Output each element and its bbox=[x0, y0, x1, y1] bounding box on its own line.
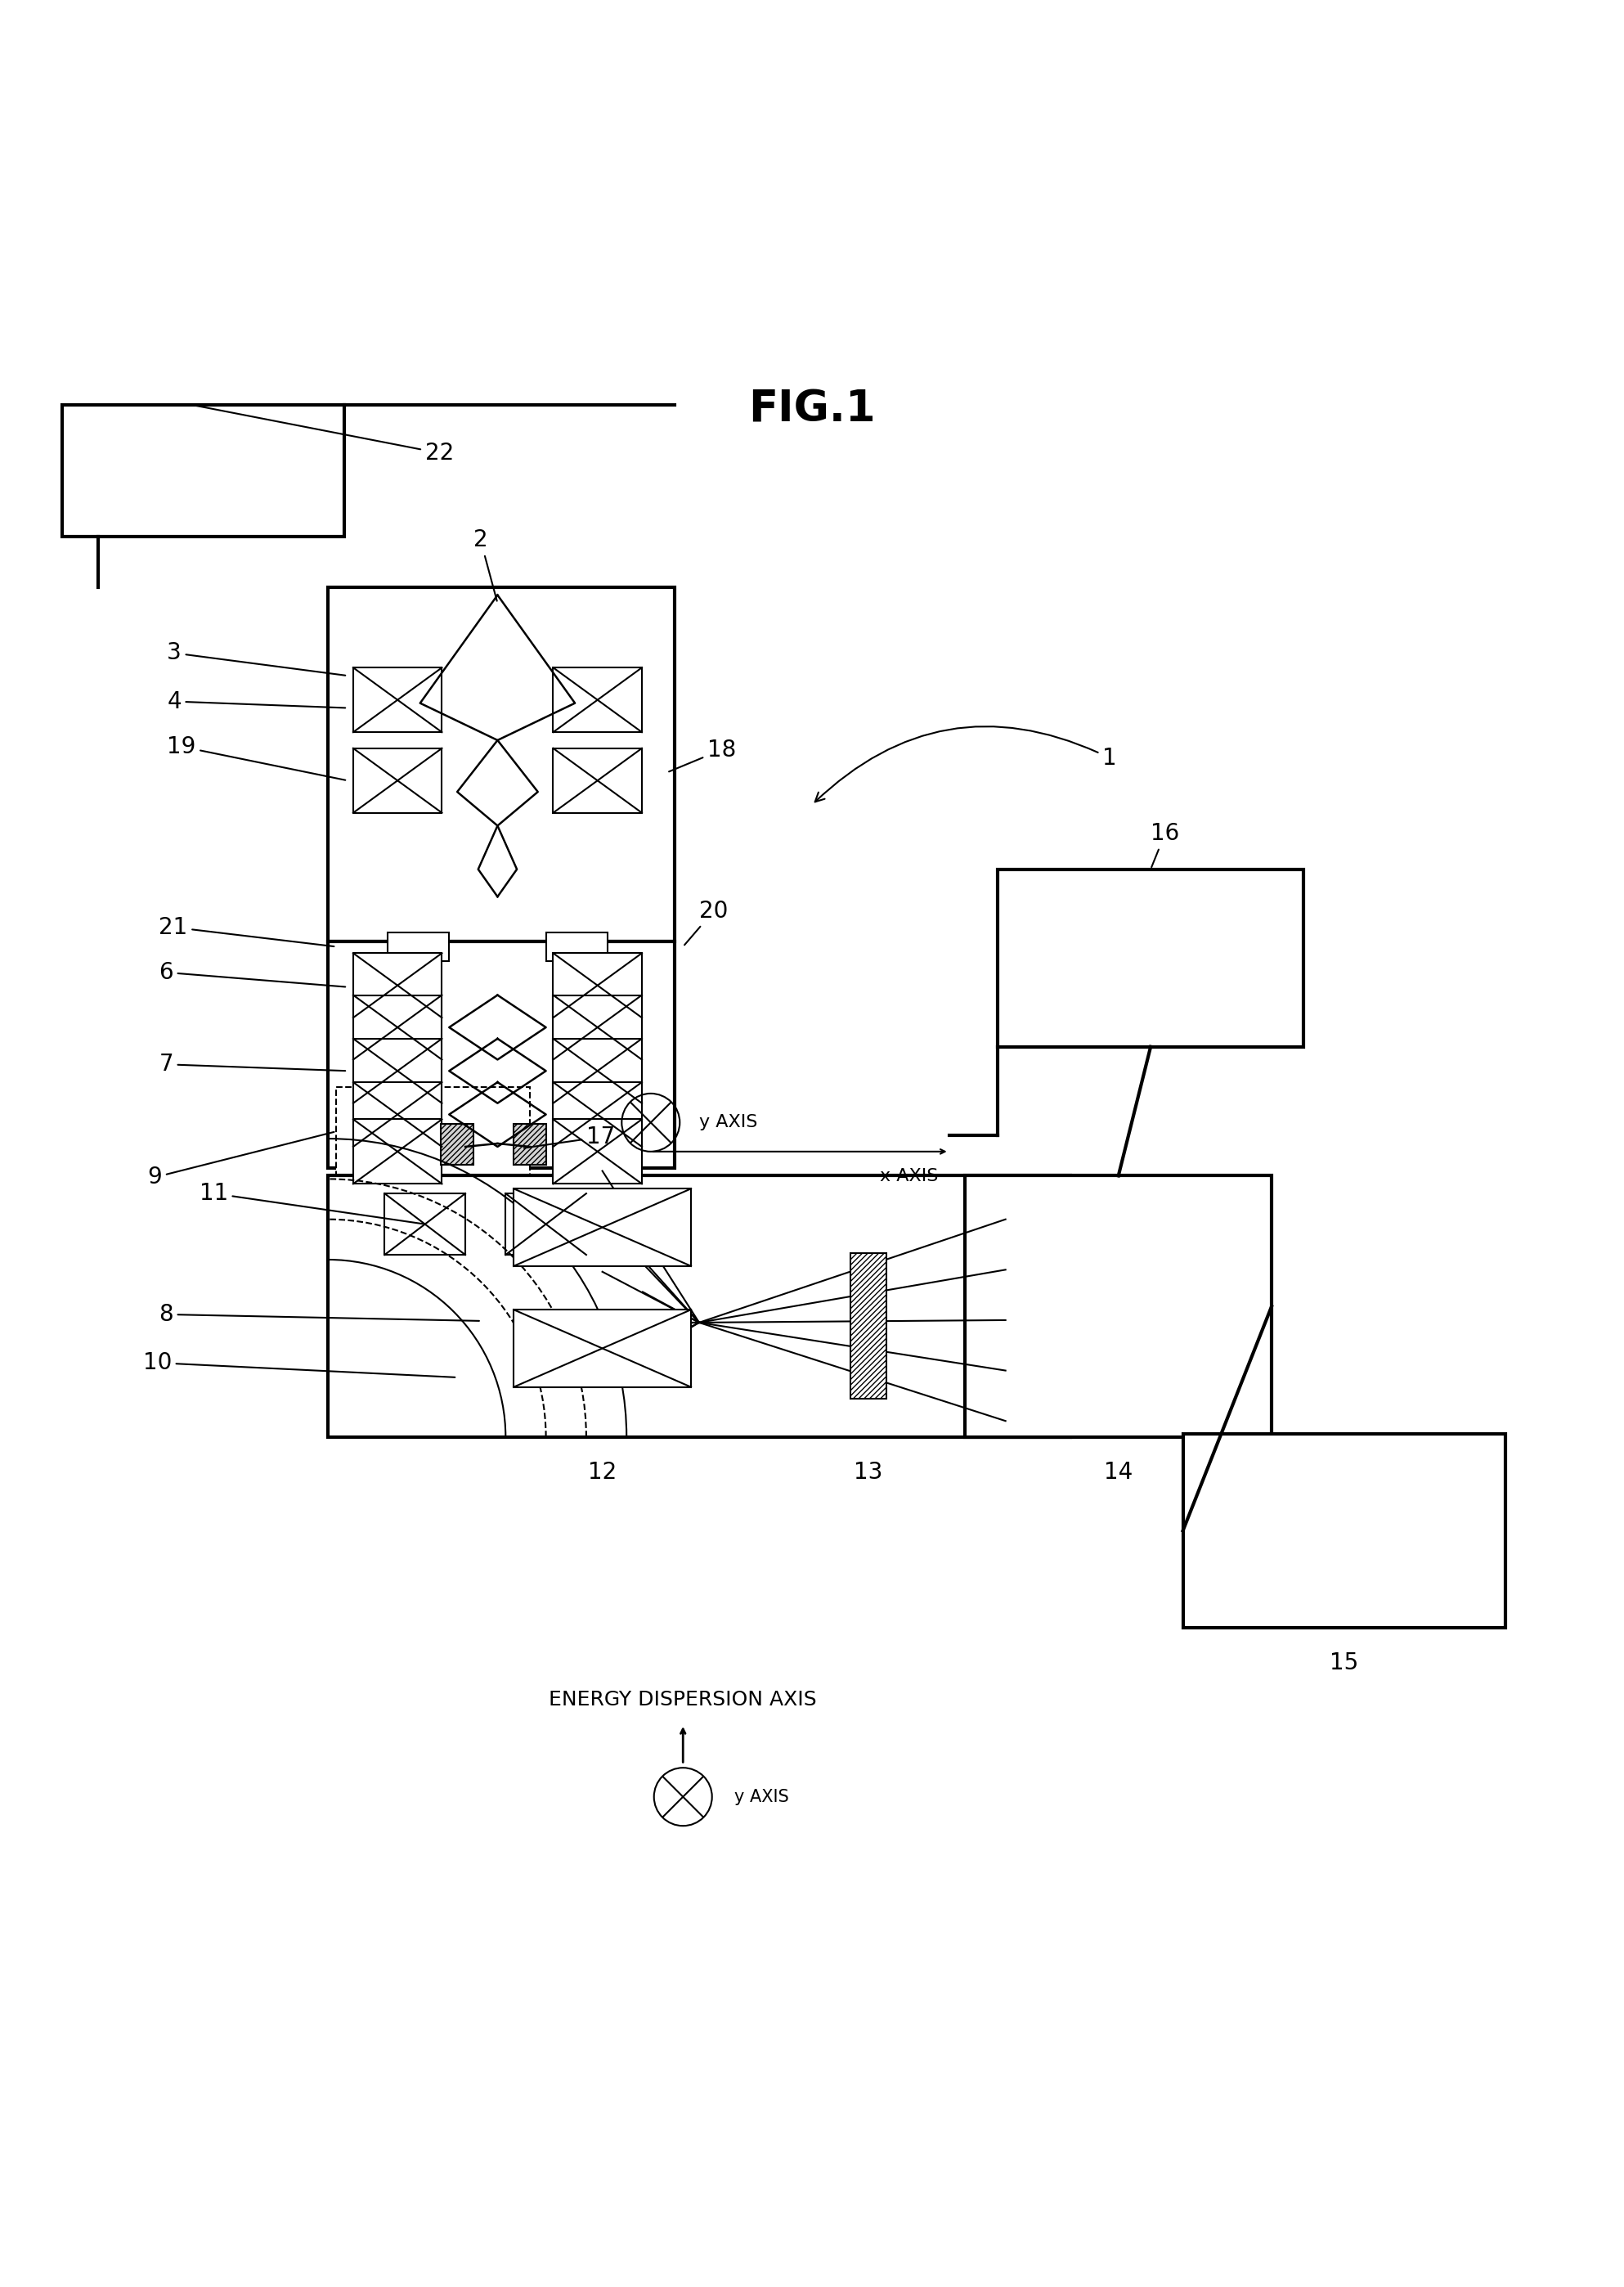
Text: 3: 3 bbox=[167, 643, 346, 675]
Bar bbox=[546, 933, 607, 961]
Bar bbox=[352, 1082, 442, 1146]
Text: 20: 20 bbox=[684, 899, 728, 945]
Bar bbox=[513, 1189, 692, 1267]
Text: 1: 1 bbox=[815, 727, 1117, 803]
Text: 11: 11 bbox=[200, 1182, 422, 1224]
Bar bbox=[352, 995, 442, 1059]
Text: 12: 12 bbox=[588, 1461, 617, 1484]
Bar bbox=[442, 1125, 473, 1164]
Bar bbox=[328, 588, 676, 942]
Text: 19: 19 bbox=[167, 734, 346, 780]
Text: 22: 22 bbox=[193, 405, 453, 464]
Bar bbox=[336, 1086, 529, 1176]
Bar bbox=[513, 1125, 546, 1164]
Bar bbox=[1182, 1434, 1505, 1628]
Bar bbox=[352, 748, 442, 812]
Text: 17: 17 bbox=[525, 1125, 615, 1148]
Text: 21: 21 bbox=[159, 915, 335, 947]
Text: 8: 8 bbox=[159, 1304, 479, 1326]
Bar bbox=[997, 869, 1304, 1047]
Bar bbox=[352, 668, 442, 732]
Text: 6: 6 bbox=[159, 961, 346, 988]
Bar bbox=[352, 954, 442, 1018]
Text: 4: 4 bbox=[167, 691, 346, 714]
Text: 10: 10 bbox=[143, 1352, 455, 1377]
Text: 18: 18 bbox=[669, 739, 736, 771]
Bar bbox=[554, 995, 641, 1059]
Bar bbox=[965, 1176, 1272, 1436]
Bar bbox=[505, 1194, 586, 1256]
Bar bbox=[388, 933, 450, 961]
Bar bbox=[851, 1253, 887, 1397]
Text: FIG.1: FIG.1 bbox=[749, 389, 875, 430]
Text: x AXIS: x AXIS bbox=[880, 1169, 939, 1185]
Bar bbox=[554, 1082, 641, 1146]
Bar bbox=[62, 405, 344, 537]
Text: y AXIS: y AXIS bbox=[698, 1114, 757, 1130]
Text: 7: 7 bbox=[159, 1052, 346, 1075]
Text: 15: 15 bbox=[1330, 1651, 1359, 1674]
Bar bbox=[385, 1194, 466, 1256]
Text: 14: 14 bbox=[1104, 1461, 1134, 1484]
Bar bbox=[554, 668, 641, 732]
Bar bbox=[352, 1038, 442, 1102]
Bar bbox=[554, 954, 641, 1018]
Bar bbox=[352, 1118, 442, 1185]
Text: 9: 9 bbox=[148, 1132, 335, 1189]
Bar bbox=[328, 1176, 1070, 1436]
Text: 16: 16 bbox=[1151, 823, 1179, 867]
Bar bbox=[554, 748, 641, 812]
Text: 2: 2 bbox=[473, 528, 497, 601]
Text: y AXIS: y AXIS bbox=[734, 1788, 789, 1804]
Text: 13: 13 bbox=[854, 1461, 883, 1484]
Bar bbox=[554, 1038, 641, 1102]
Bar bbox=[328, 942, 676, 1169]
Bar bbox=[554, 1118, 641, 1185]
Bar bbox=[513, 1310, 692, 1388]
Text: ENERGY DISPERSION AXIS: ENERGY DISPERSION AXIS bbox=[549, 1690, 817, 1711]
